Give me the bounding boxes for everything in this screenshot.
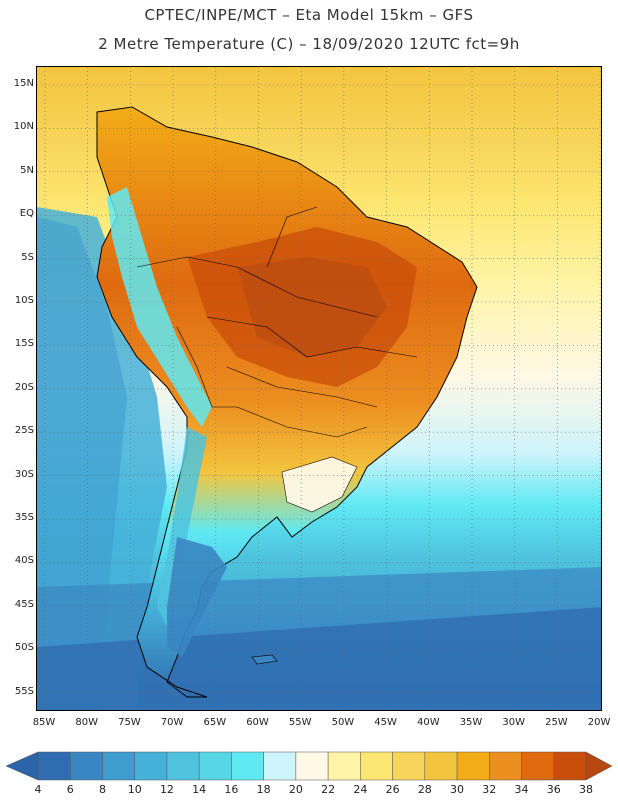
- lon-label: 80W: [75, 717, 98, 728]
- lat-label: 5N: [20, 164, 34, 176]
- patagonia-cold-region: [167, 537, 227, 657]
- country-borders: [136, 206, 418, 438]
- lat-label: 35S: [14, 512, 34, 523]
- colorbar-swatch: [134, 751, 168, 781]
- southern-andes-strip: [157, 427, 207, 627]
- colorbar-high-arrow: [585, 751, 613, 781]
- lat-label: 15N: [13, 78, 34, 89]
- lon-label: 60W: [246, 717, 269, 728]
- colorbar-value-label: 30: [450, 783, 465, 796]
- lon-label: 45W: [374, 717, 397, 728]
- colorbar-value-label: 4: [34, 783, 42, 796]
- colorbar-swatch: [102, 751, 135, 781]
- lon-label: 50W: [331, 717, 355, 728]
- colorbar-swatch: [295, 751, 329, 781]
- colorbar-value-label: 10: [127, 783, 142, 796]
- colorbar-value-label: 14: [192, 783, 207, 796]
- colorbar-swatch: [69, 751, 103, 781]
- colorbar-value-label: 8: [98, 783, 106, 796]
- falkland-islands: [251, 654, 278, 665]
- andes-cool-strip: [107, 187, 212, 427]
- colorbar-swatch: [456, 751, 490, 781]
- colorbar-swatch: [327, 751, 361, 781]
- lon-label: 30W: [502, 717, 525, 728]
- lat-label: 10S: [14, 295, 34, 306]
- colorbar-swatch: [263, 751, 297, 781]
- colorbar-swatch: [166, 751, 200, 781]
- colorbar-value-label: 28: [417, 783, 432, 796]
- map-frame[interactable]: [36, 66, 602, 711]
- lat-label: 15S: [14, 338, 34, 350]
- colorbar-value-label: 32: [482, 783, 497, 796]
- lon-label: 75W: [118, 717, 141, 728]
- lon-label: 40W: [416, 717, 440, 728]
- temperature-map: [37, 67, 601, 710]
- lon-label: 85W: [32, 717, 56, 728]
- colorbar-value-label: 26: [385, 783, 400, 796]
- colorbar-value-label: 20: [288, 783, 303, 796]
- colorbar-value-label: 24: [353, 783, 368, 796]
- lat-label: 40S: [14, 555, 34, 567]
- lat-label: 30S: [14, 468, 34, 480]
- colorbar-low-arrow: [5, 751, 39, 781]
- lon-label: 20W: [587, 717, 611, 728]
- lat-label: 5S: [21, 251, 34, 263]
- colorbar-swatch: [489, 751, 522, 781]
- map-title: CPTEC/INPE/MCT – Eta Model 15km – GFS: [144, 6, 474, 24]
- temperature-colorbar: [5, 751, 613, 781]
- lon-label: 35W: [459, 717, 483, 728]
- colorbar-value-label: 36: [546, 783, 561, 796]
- colorbar-swatch: [231, 751, 264, 781]
- lon-label: 55W: [288, 717, 312, 728]
- lat-label: 55S: [14, 685, 34, 697]
- lat-label: 45S: [14, 598, 34, 610]
- colorbar-value-label: 12: [159, 783, 174, 796]
- hottest-core-region: [237, 257, 387, 357]
- lat-label: 10N: [13, 121, 34, 133]
- lat-label: 25S: [14, 425, 34, 437]
- map-subtitle: 2 Metre Temperature (C) – 18/09/2020 12U…: [98, 35, 520, 53]
- lon-label: 25W: [545, 717, 568, 728]
- colorbar-swatch: [553, 751, 587, 781]
- colorbar-value-label: 22: [321, 783, 336, 796]
- colorbar-value-label: 18: [256, 783, 271, 796]
- southern-ocean-cold-field: [37, 607, 601, 710]
- colorbar-value-label: 34: [514, 783, 529, 796]
- colorbar-value-label: 16: [224, 783, 239, 796]
- lon-label: 70W: [160, 717, 184, 728]
- colorbar-swatch: [198, 751, 232, 781]
- lon-label: 65W: [203, 717, 227, 728]
- colorbar-swatch: [424, 751, 458, 781]
- colorbar-swatch: [37, 751, 71, 781]
- uruguay-region: [281, 456, 358, 513]
- lat-label: EQ: [19, 208, 34, 220]
- colorbar-swatch: [521, 751, 555, 781]
- colorbar-swatch: [392, 751, 426, 781]
- colorbar-value-label: 6: [66, 783, 74, 796]
- lat-label: 20S: [14, 381, 34, 393]
- colorbar-swatch: [360, 751, 393, 781]
- colorbar-value-label: 38: [579, 783, 593, 796]
- lat-label: 50S: [14, 642, 34, 654]
